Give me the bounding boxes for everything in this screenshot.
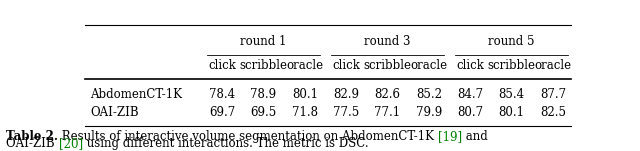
- Text: Table 2.: Table 2.: [6, 130, 58, 143]
- Text: OAI-ZIB: OAI-ZIB: [90, 106, 138, 119]
- Text: 82.9: 82.9: [333, 88, 359, 101]
- Text: 71.8: 71.8: [292, 106, 318, 119]
- Text: oracle: oracle: [534, 59, 572, 72]
- Text: 80.1: 80.1: [499, 106, 525, 119]
- Text: Results of interactive volume segmentation on AbdomenCT-1K: Results of interactive volume segmentati…: [58, 130, 438, 143]
- Text: oracle: oracle: [410, 59, 447, 72]
- Text: 69.7: 69.7: [209, 106, 236, 119]
- Text: 78.9: 78.9: [250, 88, 276, 101]
- Text: and: and: [462, 130, 488, 143]
- Text: round 3: round 3: [364, 35, 411, 48]
- Text: scribble: scribble: [364, 59, 412, 72]
- Text: 82.6: 82.6: [374, 88, 401, 101]
- Text: 84.7: 84.7: [457, 88, 483, 101]
- Text: 85.2: 85.2: [416, 88, 442, 101]
- Text: 79.9: 79.9: [416, 106, 442, 119]
- Text: 77.1: 77.1: [374, 106, 401, 119]
- Text: [20]: [20]: [59, 137, 83, 150]
- Text: [19]: [19]: [438, 130, 462, 143]
- Text: 82.5: 82.5: [540, 106, 566, 119]
- Text: click: click: [208, 59, 236, 72]
- Text: click: click: [456, 59, 484, 72]
- Text: 78.4: 78.4: [209, 88, 236, 101]
- Text: 69.5: 69.5: [250, 106, 276, 119]
- Text: 87.7: 87.7: [540, 88, 566, 101]
- Text: scribble: scribble: [488, 59, 536, 72]
- Text: OAI-ZIB: OAI-ZIB: [6, 137, 59, 150]
- Text: 77.5: 77.5: [333, 106, 359, 119]
- Text: 85.4: 85.4: [499, 88, 525, 101]
- Text: AbdomenCT-1K: AbdomenCT-1K: [90, 88, 182, 101]
- Text: round 5: round 5: [488, 35, 535, 48]
- Text: click: click: [332, 59, 360, 72]
- Text: scribble: scribble: [239, 59, 287, 72]
- Text: using different interactions. The metric is DSC.: using different interactions. The metric…: [83, 137, 369, 150]
- Text: round 1: round 1: [241, 35, 287, 48]
- Text: oracle: oracle: [286, 59, 323, 72]
- Text: 80.7: 80.7: [457, 106, 483, 119]
- Text: 80.1: 80.1: [292, 88, 318, 101]
